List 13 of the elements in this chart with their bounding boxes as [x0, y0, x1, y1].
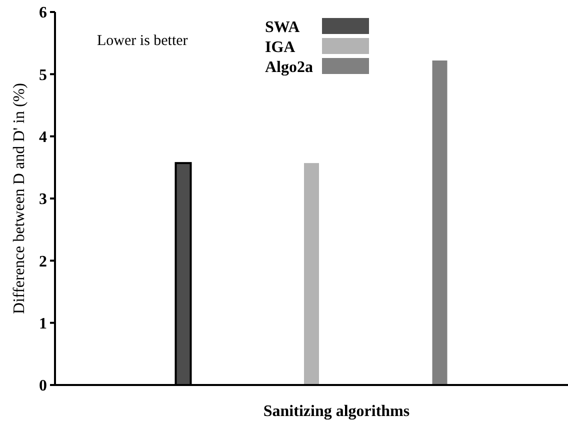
legend-label: SWA — [265, 19, 300, 36]
y-tick-label: 0 — [39, 378, 47, 395]
y-tick-label: 1 — [39, 315, 47, 332]
y-tick-label: 6 — [39, 4, 47, 22]
y-tick-label: 3 — [39, 191, 47, 208]
legend-label: Algo2a — [265, 59, 313, 76]
legend-label: IGA — [265, 39, 296, 56]
y-tick-label: 2 — [39, 253, 47, 270]
x-axis-title: Sanitizing algorithms — [263, 403, 410, 420]
y-axis-title: Difference between D and D' in (%) — [11, 83, 28, 314]
y-tick-label: 4 — [39, 128, 47, 146]
y-tick-label: 5 — [39, 66, 47, 84]
annotation: Lower is better — [97, 33, 188, 49]
